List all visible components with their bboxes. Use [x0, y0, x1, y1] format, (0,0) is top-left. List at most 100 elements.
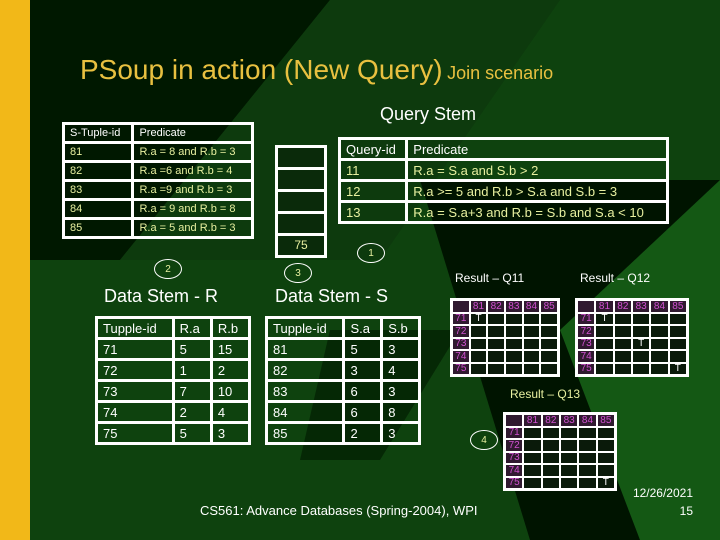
grid-cell [470, 338, 487, 349]
table-cell: Predicate [405, 137, 669, 161]
table-cell: 11 [337, 158, 409, 182]
grid-cell [524, 452, 541, 463]
table-cell: 81 [264, 337, 346, 361]
table-row: 12 R.a >= 5 and R.b > S.a and S.b = 3 [337, 179, 669, 203]
grid-cell [596, 363, 613, 374]
table-cell: 6 [342, 400, 384, 424]
table-cell: 3 [209, 421, 252, 445]
table-cell: 6 [342, 379, 384, 403]
grid-row-header: 73 [506, 452, 523, 463]
grid-col-header: 82 [614, 301, 631, 312]
grid-cell [561, 440, 578, 451]
grid-cell [524, 477, 541, 488]
table-cell: 82 [264, 358, 346, 382]
grid-row-header: 72 [453, 326, 469, 337]
grid-cell [524, 465, 541, 476]
grid-cell: T [597, 477, 614, 488]
table-cell: 2 [171, 400, 213, 424]
grid-cell [614, 351, 631, 362]
grid-corner [506, 415, 523, 426]
grid-cell [488, 313, 504, 324]
grid-col-header: 82 [542, 415, 559, 426]
grid-cell [561, 427, 578, 438]
table-cell: 3 [380, 379, 421, 403]
table-row: 82 3 4 [264, 358, 421, 382]
grid-cell [470, 326, 487, 337]
grid-col-header: 81 [596, 301, 613, 312]
table-cell: R.a = 5 and R.b = 3 [131, 217, 254, 239]
grid-row-header: 71 [506, 427, 523, 438]
grid-cell [633, 363, 650, 374]
grid-col-header: 81 [470, 301, 487, 312]
stack: 75 [275, 145, 327, 258]
grid-cell [614, 363, 631, 374]
grid-cell [488, 326, 504, 337]
table-cell: 5 [342, 337, 384, 361]
table-cell: 10 [209, 379, 252, 403]
grid-cell [506, 351, 522, 362]
grid-col-header: 84 [579, 415, 596, 426]
table-cell: 5 [171, 337, 213, 361]
grid-cell [614, 313, 631, 324]
table-cell: R.a =6 and R.b = 4 [131, 160, 254, 182]
grid-row-header: 74 [453, 351, 469, 362]
table-cell: 85 [264, 421, 346, 445]
table-cell: R.b [209, 316, 252, 340]
table-cell: Query-id [337, 137, 409, 161]
grid-corner [578, 301, 595, 312]
table-row: 73 7 10 [95, 379, 252, 403]
grid-cell [669, 326, 686, 337]
grid-col-header: 83 [506, 301, 522, 312]
table-cell: 74 [95, 400, 175, 424]
query-stem-table: Query-id Predicate 11 R.a = S.a and S.b > 2… [337, 137, 669, 224]
table-header-row: Query-id Predicate [337, 137, 669, 161]
table-cell: 5 [171, 421, 213, 445]
data-stem-r-label: Data Stem - R [104, 286, 219, 306]
grid-cell [542, 427, 559, 438]
grid-cell [561, 452, 578, 463]
grid-cell [596, 351, 613, 362]
grid-cell [541, 313, 557, 324]
grid-cell: T [596, 313, 613, 324]
table-row: 82 R.a =6 and R.b = 4 [61, 160, 254, 182]
step-2: 2 [154, 259, 182, 279]
table-cell: 85 [61, 217, 135, 239]
table-cell: 3 [380, 337, 421, 361]
data-stem-s-label: Data Stem - S [275, 286, 389, 306]
table-cell: R.a = S.a and S.b > 2 [405, 158, 669, 182]
table-cell: 83 [61, 179, 135, 201]
grid-col-header: 84 [651, 301, 668, 312]
grid-cell [669, 313, 686, 324]
grid-cell [651, 351, 668, 362]
result-q11-grid: 81 82 83 84 85 71 T 72 73 74 75 [450, 298, 560, 377]
grid-col-header: 84 [523, 301, 540, 312]
step-1: 1 [357, 243, 385, 263]
table-cell: S.b [380, 316, 421, 340]
grid-cell [614, 338, 631, 349]
grid-cell [651, 313, 668, 324]
stack-slot [278, 214, 324, 233]
grid-cell [633, 351, 650, 362]
grid-cell [579, 452, 596, 463]
stack-slot: 75 [278, 236, 324, 255]
footer-course: CS561: Advance Databases (Spring-2004), … [200, 503, 478, 518]
footer-page: 15 [679, 504, 693, 518]
grid-cell [597, 465, 614, 476]
result-q13-label: Result – Q13 [510, 387, 581, 401]
grid-cell [506, 363, 522, 374]
table-cell: R.a =9 and R.b = 3 [131, 179, 254, 201]
grid-cell [597, 427, 614, 438]
grid-cell [614, 326, 631, 337]
grid-cell [488, 351, 504, 362]
stack-slot [278, 148, 324, 167]
grid-cell [488, 363, 504, 374]
grid-cell [506, 338, 522, 349]
table-cell: 84 [264, 400, 346, 424]
grid-row-header: 75 [453, 363, 469, 374]
grid-cell [597, 440, 614, 451]
title-main: PSoup in action (New Query) [80, 54, 443, 85]
table-cell: 2 [342, 421, 384, 445]
grid-cell [541, 326, 557, 337]
grid-cell [523, 351, 540, 362]
